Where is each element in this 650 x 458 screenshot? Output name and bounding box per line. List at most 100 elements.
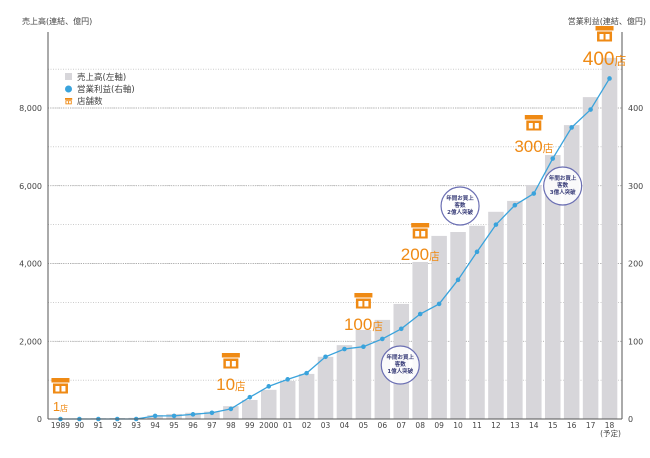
- bar-01: [279, 380, 296, 419]
- badge-text: 年間お買上: [387, 353, 415, 361]
- x-tick-label: 94: [150, 421, 160, 430]
- store-icon-body: [412, 228, 428, 239]
- badge-text: 年間お買上: [549, 174, 577, 182]
- x-tick-label: 99: [245, 421, 255, 430]
- store-icon-window: [534, 123, 539, 129]
- profit-point-03: [323, 354, 328, 360]
- store-count: 400: [583, 49, 615, 70]
- legend-profit-swatch: [65, 85, 72, 93]
- x-tick-label: 17: [586, 421, 596, 430]
- store-icon-roof: [51, 378, 70, 383]
- x-tick-label: 97: [207, 421, 217, 430]
- store-icon: [595, 26, 614, 42]
- x-tick-label: 03: [321, 421, 331, 430]
- right-tick-label: 200: [628, 260, 643, 269]
- store-icon-roof: [411, 223, 430, 228]
- store-label: 400店: [583, 49, 627, 70]
- x-tick-label: 11: [472, 421, 482, 430]
- x-tick-sublabel: (予定): [600, 428, 621, 438]
- badge-text: 3億人突破: [550, 188, 576, 196]
- store-unit: 店: [429, 250, 440, 263]
- bar-08: [412, 261, 428, 419]
- profit-point-16: [569, 125, 574, 130]
- x-tick-label: 02: [302, 421, 312, 430]
- left-tick-label: 6,000: [19, 182, 42, 191]
- left-tick-label: 0: [37, 415, 42, 424]
- store-icon-window: [599, 34, 604, 40]
- right-tick-label: 0: [628, 415, 633, 424]
- profit-point-12: [493, 222, 499, 227]
- bar-09: [431, 235, 447, 419]
- legend-store-icon: [65, 98, 73, 105]
- store-icon-window: [415, 231, 420, 237]
- left-tick-label: 4,000: [19, 260, 42, 269]
- profit-point-05: [361, 344, 366, 349]
- store-icon: [221, 353, 240, 369]
- profit-point-06: [380, 336, 385, 342]
- profit-point-17: [588, 107, 593, 112]
- badge-circle: [380, 345, 420, 385]
- x-tick-label: 92: [112, 421, 122, 430]
- x-tick-label: 16: [567, 421, 577, 430]
- x-tick-label: 1989: [51, 421, 70, 430]
- left-axis-title: 売上高(連結、億円): [22, 16, 92, 26]
- bar-97: [204, 411, 220, 419]
- store-icon-roof: [354, 293, 373, 298]
- profit-point-96: [190, 412, 196, 417]
- profit-point-10: [455, 277, 461, 283]
- store-label: 100店: [344, 315, 383, 334]
- x-tick-label: 14: [529, 421, 539, 430]
- bar-03: [317, 356, 334, 419]
- store-icon-roof: [595, 26, 614, 31]
- profit-point-08: [417, 311, 423, 317]
- bar-17: [582, 97, 599, 420]
- store-count: 1: [53, 399, 60, 414]
- profit-point-99: [247, 394, 253, 400]
- badge-text: 1億人突破: [387, 367, 413, 375]
- badge-text: 年間お買上: [446, 194, 474, 202]
- store-unit: 店: [235, 380, 246, 393]
- badge-text: 客数: [394, 360, 407, 368]
- x-tick-label: 09: [434, 421, 444, 430]
- x-tick-label: 07: [396, 421, 406, 430]
- x-tick-label: 15: [548, 421, 558, 430]
- store-icon-body: [223, 358, 239, 369]
- badge-circle: [543, 166, 583, 206]
- profit-point-09: [436, 301, 442, 307]
- profit-point-18: [607, 76, 612, 81]
- store-milestone-1989: 1店: [51, 378, 70, 414]
- bar-99: [242, 399, 258, 419]
- x-tick-label: 18: [605, 421, 615, 430]
- profit-point-04: [342, 346, 347, 352]
- bar-14: [526, 184, 542, 419]
- left-tick-label: 8,000: [19, 104, 42, 113]
- left-tick-label: 2,000: [19, 337, 42, 346]
- profit-line-path: [60, 78, 611, 420]
- right-tick-label: 100: [628, 337, 643, 346]
- profit-point-2000: [266, 384, 272, 389]
- bar-13: [507, 200, 523, 419]
- store-unit: 店: [543, 142, 554, 155]
- right-tick-label: 300: [628, 182, 643, 191]
- store-icon-window: [605, 34, 610, 40]
- x-tick-label: 98: [226, 421, 236, 430]
- profit-point-15: [550, 156, 556, 161]
- store-icon: [51, 378, 70, 394]
- profit-point-01: [285, 377, 290, 382]
- store-label: 200店: [401, 245, 440, 264]
- bar-04: [336, 345, 353, 419]
- store-icon-window: [364, 301, 369, 307]
- store-label: 10店: [216, 375, 245, 394]
- badge-text: 客数: [454, 201, 467, 209]
- store-count: 300: [514, 137, 542, 156]
- store-icon: [411, 223, 430, 239]
- store-icon-body: [526, 120, 542, 131]
- bar-2000: [260, 389, 277, 419]
- store-count: 10: [216, 375, 235, 394]
- profit-point-11: [474, 249, 480, 255]
- profit-point-07: [398, 326, 404, 332]
